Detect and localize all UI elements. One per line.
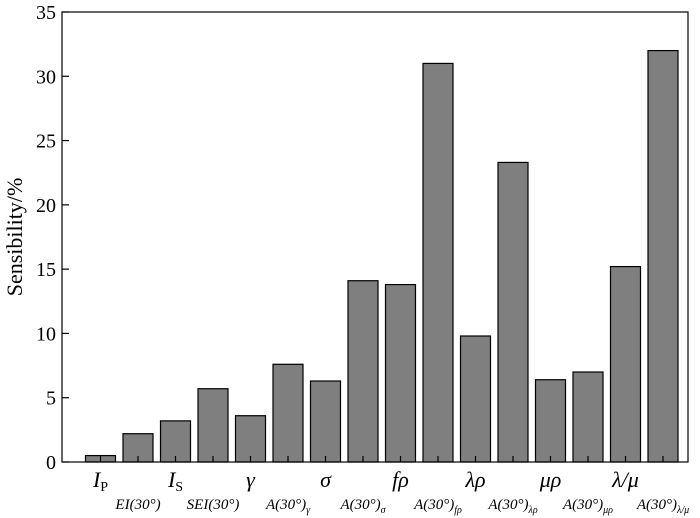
x-category-label-sub-15: λ/μ	[676, 505, 689, 516]
x-category-label-base-10: λρ	[464, 467, 485, 492]
y-tick-label-3: 15	[36, 259, 56, 281]
x-category-label-base-12: μρ	[539, 467, 562, 492]
x-category-label-10: λρ	[464, 467, 485, 492]
x-category-label-base-11: A(30°)	[487, 497, 528, 513]
x-category-label-base-0: I	[92, 467, 102, 492]
x-category-label-base-3: SEI(30°)	[187, 497, 240, 513]
x-category-label-sub-5: γ	[306, 505, 311, 516]
x-category-label-12: μρ	[539, 467, 562, 492]
x-category-label-0: IP	[92, 467, 108, 495]
x-category-label-4: γ	[246, 467, 256, 492]
x-category-label-sub-13: μρ	[602, 505, 613, 516]
x-category-label-11: A(30°)λρ	[487, 497, 537, 516]
bar-14	[609, 265, 642, 463]
x-category-label-sub-9: fρ	[454, 505, 462, 516]
y-tick-label-7: 35	[36, 2, 56, 24]
x-category-label-sub-2: S	[175, 480, 183, 495]
x-category-label-base-15: A(30°)	[636, 497, 677, 513]
x-category-label-1: EI(30°)	[114, 497, 160, 513]
x-category-label-base-7: A(30°)	[339, 497, 380, 513]
y-tick-label-6: 30	[36, 66, 56, 88]
bar-9	[422, 62, 454, 463]
bar-2	[159, 420, 192, 463]
x-category-label-3: SEI(30°)	[187, 497, 240, 513]
x-category-label-base-4: γ	[246, 467, 256, 492]
bar-4	[234, 415, 267, 463]
x-category-label-base-1: EI(30°)	[114, 497, 160, 513]
bar-15	[647, 49, 679, 463]
plot-frame	[61, 11, 689, 463]
bar-3	[197, 388, 229, 463]
y-tick-label-1: 5	[46, 388, 56, 410]
bar-5	[272, 363, 304, 463]
x-category-label-sub-7: σ	[381, 505, 387, 516]
bar-8	[384, 283, 417, 463]
x-category-label-2: IS	[167, 467, 183, 495]
bar-10	[459, 335, 492, 463]
x-category-label-base-9: A(30°)	[413, 497, 454, 513]
x-category-label-base-6: σ	[320, 467, 332, 492]
y-tick-label-5: 25	[36, 131, 56, 153]
y-tick-label-0: 0	[46, 452, 56, 474]
y-tick-label-2: 10	[36, 323, 56, 345]
x-category-label-sub-0: P	[100, 480, 108, 495]
y-tick-label-4: 20	[36, 195, 56, 217]
x-category-label-base-5: A(30°)	[265, 497, 306, 513]
x-category-label-base-2: I	[167, 467, 177, 492]
x-category-label-6: σ	[320, 467, 332, 492]
x-category-label-base-8: fρ	[392, 467, 409, 492]
x-category-label-sub-11: λρ	[528, 505, 538, 516]
x-category-label-15: A(30°)λ/μ	[636, 497, 689, 516]
bar-6	[309, 380, 342, 463]
y-axis-ticks: 0 5 10 15 20 25 30 35	[36, 2, 69, 474]
bar-12	[534, 379, 567, 463]
x-axis-ticks	[99, 456, 664, 462]
bars-group	[84, 49, 679, 463]
bar-13	[572, 371, 604, 463]
x-category-label-7: A(30°)σ	[339, 497, 386, 516]
x-category-label-8: fρ	[392, 467, 409, 492]
bar-1	[122, 433, 154, 463]
x-axis-category-labels: IPEI(30°)ISSEI(30°)γA(30°)γσA(30°)σfρA(3…	[92, 467, 689, 516]
bar-7	[347, 280, 379, 463]
x-category-label-14: λ/μ	[611, 467, 639, 492]
x-category-label-base-14: λ/μ	[611, 467, 639, 492]
bar-11	[497, 161, 529, 463]
y-axis-label: Sensibility/%	[2, 178, 27, 297]
x-category-label-5: A(30°)γ	[265, 497, 311, 516]
x-category-label-13: A(30°)μρ	[562, 497, 613, 516]
x-category-label-base-13: A(30°)	[562, 497, 603, 513]
x-category-label-9: A(30°)fρ	[413, 497, 462, 516]
